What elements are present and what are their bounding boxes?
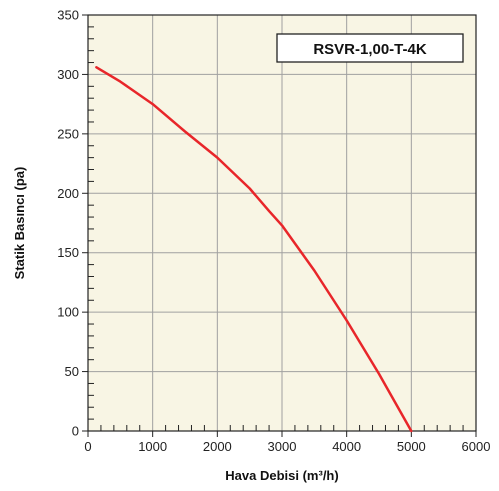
x-tick-label: 6000 [462,439,491,454]
x-tick-label: 4000 [332,439,361,454]
y-tick-label: 300 [57,67,79,82]
x-axis-ticks: 0 1000 2000 3000 4000 5000 6000 [84,431,490,454]
y-tick-label: 150 [57,245,79,260]
x-axis-title: Hava Debisi (m³/h) [225,468,338,483]
legend-box [276,33,464,63]
y-axis-title: Statik Basıncı (pa) [12,167,27,280]
y-tick-label: 50 [65,364,79,379]
grid-lines [88,15,476,431]
y-tick-label: 100 [57,305,79,320]
x-tick-label: 0 [84,439,91,454]
x-tick-label: 3000 [268,439,297,454]
legend-label: RSVR-1,00-T-4K [313,41,427,58]
legend: RSVR-1,00-T-4K [276,33,464,63]
minor-ticks [88,26,464,431]
x-tick-label: 2000 [203,439,232,454]
y-tick-label: 0 [72,424,79,439]
series-line-rsvr [95,66,413,433]
y-tick-label: 250 [57,126,79,141]
y-tick-label: 350 [57,8,79,23]
x-tick-label: 5000 [397,439,426,454]
x-tick-label: 1000 [138,439,167,454]
y-axis-ticks: 0 50 100 150 200 250 300 350 [57,8,88,439]
y-tick-label: 200 [57,186,79,201]
